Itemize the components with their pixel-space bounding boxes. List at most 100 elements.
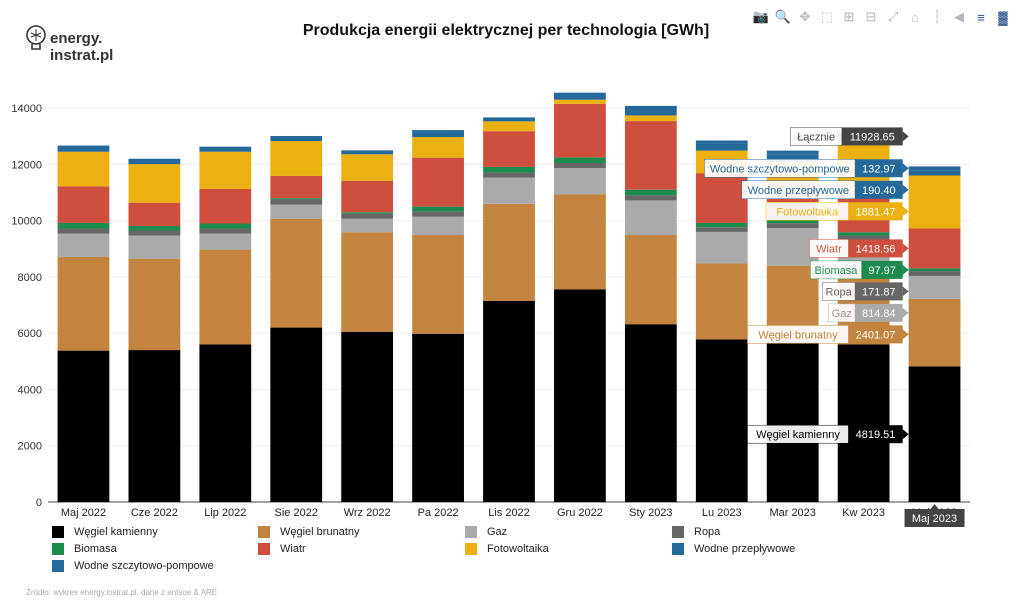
- legend-item[interactable]: Biomasa: [52, 543, 117, 555]
- bar-segment[interactable]: [270, 327, 323, 502]
- bar-segment[interactable]: [483, 166, 535, 173]
- bar-segment[interactable]: [837, 235, 890, 241]
- bar-segment[interactable]: [554, 92, 606, 100]
- bar-segment[interactable]: [766, 223, 819, 228]
- legend-item[interactable]: Gaz: [465, 526, 507, 538]
- bar-segment[interactable]: [199, 223, 252, 229]
- bar-segment[interactable]: [199, 228, 252, 234]
- bar-segment[interactable]: [837, 344, 890, 502]
- legend-item[interactable]: Wodne szczytowo-pompowe: [52, 560, 214, 572]
- bar-segment[interactable]: [128, 158, 181, 165]
- bar-segment[interactable]: [412, 211, 464, 217]
- bar-segment[interactable]: [624, 195, 677, 201]
- bar-segment[interactable]: [695, 140, 748, 144]
- bar-segment[interactable]: [128, 258, 181, 351]
- bar-segment[interactable]: [128, 350, 181, 502]
- bar-segment[interactable]: [57, 256, 110, 351]
- bar-segment[interactable]: [57, 228, 110, 234]
- bar-segment[interactable]: [412, 235, 464, 334]
- bar-segment[interactable]: [270, 141, 323, 176]
- bar-segment[interactable]: [908, 366, 961, 502]
- bar-segment[interactable]: [554, 157, 606, 163]
- bar-segment[interactable]: [695, 231, 748, 264]
- bar-segment[interactable]: [483, 172, 535, 178]
- bar-segment[interactable]: [341, 213, 394, 219]
- bar-segment[interactable]: [57, 151, 110, 187]
- bar-segment[interactable]: [128, 164, 181, 203]
- bar-segment[interactable]: [483, 131, 535, 167]
- autoscale-icon[interactable]: ⤢: [887, 9, 899, 24]
- bar-segment[interactable]: [341, 154, 394, 181]
- bar-segment[interactable]: [766, 150, 819, 155]
- bar-segment[interactable]: [128, 226, 181, 231]
- hover-compare-icon[interactable]: ≡: [977, 9, 985, 25]
- bar-segment[interactable]: [908, 228, 961, 269]
- pan-icon[interactable]: ✥: [799, 9, 811, 24]
- bar-segment[interactable]: [199, 233, 252, 250]
- bar-segment[interactable]: [483, 300, 535, 502]
- bar-segment[interactable]: [199, 344, 252, 502]
- bar-segment[interactable]: [412, 333, 464, 502]
- bar-segment[interactable]: [57, 186, 110, 223]
- bar-segment[interactable]: [908, 170, 961, 176]
- bar-segment[interactable]: [341, 212, 394, 214]
- bar-segment[interactable]: [199, 188, 252, 224]
- bar-segment[interactable]: [270, 175, 323, 199]
- bar-segment[interactable]: [270, 218, 323, 328]
- bar-segment[interactable]: [341, 150, 394, 155]
- zoom-icon[interactable]: 🔍: [774, 9, 792, 24]
- legend-item[interactable]: Węgiel brunatny: [258, 526, 360, 538]
- box-select-icon[interactable]: ⬚: [820, 9, 834, 24]
- bar-segment[interactable]: [554, 103, 606, 158]
- reset-axes-icon[interactable]: ⌂: [911, 9, 919, 25]
- bar-segment[interactable]: [483, 117, 535, 122]
- bar-segment[interactable]: [57, 233, 110, 257]
- bar-segment[interactable]: [412, 216, 464, 236]
- bar-segment[interactable]: [908, 275, 961, 299]
- bar-segment[interactable]: [624, 115, 677, 122]
- bar-segment[interactable]: [341, 331, 394, 502]
- bar-segment[interactable]: [199, 146, 252, 152]
- bar-segment[interactable]: [766, 341, 819, 502]
- bar-segment[interactable]: [695, 339, 748, 502]
- plotly-logo-icon[interactable]: ▓: [998, 9, 1008, 25]
- bar-segment[interactable]: [412, 137, 464, 158]
- camera-icon[interactable]: 📷: [752, 9, 770, 24]
- bar-segment[interactable]: [128, 235, 181, 259]
- bar-segment[interactable]: [554, 194, 606, 290]
- bar-segment[interactable]: [483, 203, 535, 301]
- bar-segment[interactable]: [341, 232, 394, 332]
- legend-item[interactable]: Wodne przepływowe: [672, 543, 795, 555]
- zoom-out-icon[interactable]: ⊟: [865, 9, 877, 24]
- bar-segment[interactable]: [695, 143, 748, 151]
- bar-segment[interactable]: [624, 105, 677, 116]
- bar-segment[interactable]: [908, 175, 961, 229]
- bar-segment[interactable]: [624, 200, 677, 236]
- bar-segment[interactable]: [624, 121, 677, 190]
- bar-segment[interactable]: [128, 230, 181, 236]
- bar-segment[interactable]: [270, 204, 323, 219]
- bar-segment[interactable]: [57, 145, 110, 152]
- bar-segment[interactable]: [766, 154, 819, 162]
- bar-segment[interactable]: [554, 99, 606, 104]
- bar-segment[interactable]: [128, 202, 181, 227]
- bar-segment[interactable]: [908, 298, 961, 367]
- bar-segment[interactable]: [624, 189, 677, 196]
- bar-segment[interactable]: [624, 235, 677, 325]
- legend-item[interactable]: Fotowoltaika: [465, 543, 549, 555]
- hover-closest-icon[interactable]: ◀: [954, 9, 964, 24]
- bar-segment[interactable]: [766, 219, 819, 224]
- bar-segment[interactable]: [908, 271, 961, 276]
- spike-lines-icon[interactable]: ┆: [933, 9, 941, 24]
- bar-segment[interactable]: [57, 350, 110, 502]
- bar-segment[interactable]: [908, 268, 961, 272]
- bar-segment[interactable]: [695, 227, 748, 232]
- bar-segment[interactable]: [412, 157, 464, 207]
- bar-segment[interactable]: [695, 263, 748, 340]
- bar-segment[interactable]: [412, 130, 464, 138]
- bar-segment[interactable]: [199, 249, 252, 345]
- bar-segment[interactable]: [341, 180, 394, 213]
- bar-segment[interactable]: [341, 218, 394, 233]
- legend-item[interactable]: Wiatr: [258, 543, 306, 555]
